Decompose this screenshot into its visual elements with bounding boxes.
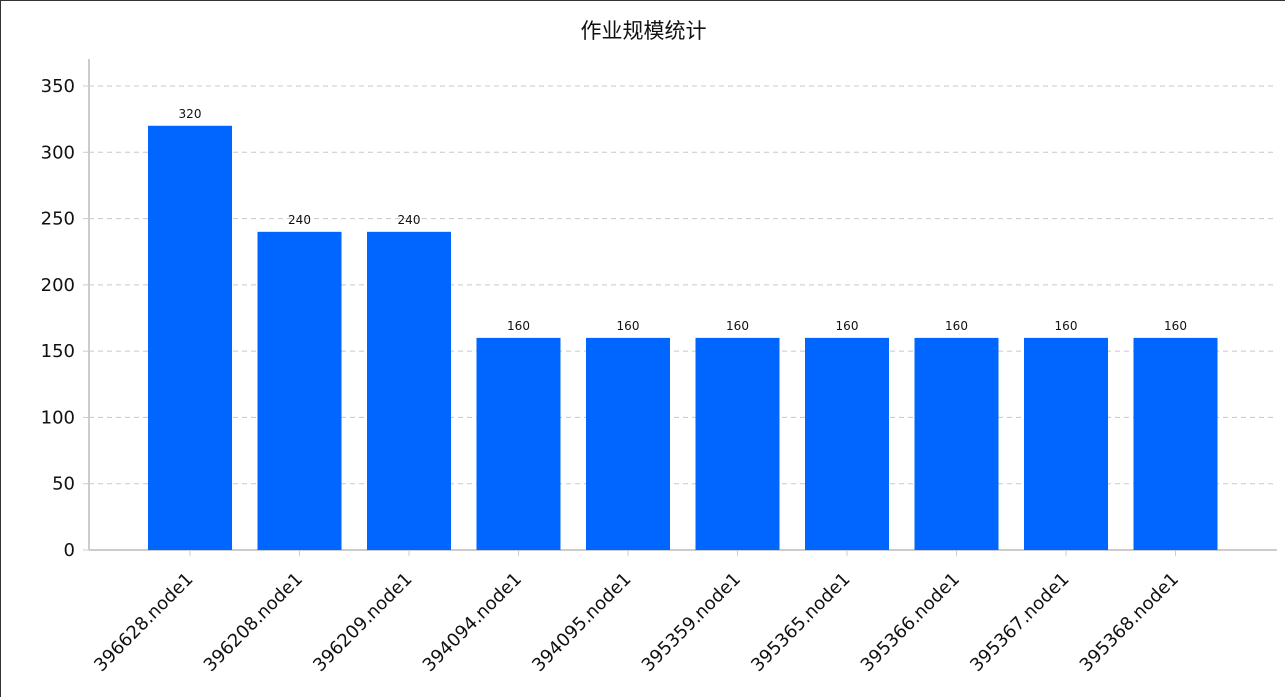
x-tick-label: 394095.node1 [528, 569, 635, 676]
x-tick-label: 395368.node1 [1076, 569, 1183, 676]
y-tick-label: 0 [64, 540, 75, 561]
x-tick-label: 395367.node1 [966, 569, 1073, 676]
data-label: 160 [945, 319, 968, 333]
bar [476, 337, 561, 550]
x-tick-label: 395365.node1 [747, 569, 854, 676]
y-tick-label: 50 [52, 474, 75, 495]
data-label: 160 [836, 319, 859, 333]
data-label: 160 [1164, 319, 1187, 333]
x-tick-label: 395366.node1 [857, 569, 964, 676]
bar [148, 125, 232, 551]
chart-title: 作业规模统计 [580, 19, 707, 43]
bar [367, 231, 451, 551]
bar [805, 337, 889, 550]
y-tick-label: 300 [41, 142, 75, 163]
data-label: 160 [726, 319, 749, 333]
data-label: 240 [288, 213, 311, 227]
bar [695, 337, 780, 550]
data-label: 160 [617, 319, 640, 333]
y-tick-label: 150 [41, 341, 75, 362]
bar [914, 337, 999, 550]
x-tick-label: 395359.node1 [638, 569, 745, 676]
data-label: 160 [507, 319, 530, 333]
x-tick-label: 394094.node1 [419, 569, 526, 676]
data-label: 160 [1055, 319, 1078, 333]
y-tick-label: 350 [41, 76, 75, 97]
bar [1133, 337, 1218, 550]
bar [1024, 337, 1108, 550]
data-label: 240 [398, 213, 421, 227]
y-tick-label: 200 [41, 275, 75, 296]
x-tick-label: 396208.node1 [200, 569, 307, 676]
x-tick-label: 396209.node1 [309, 569, 416, 676]
x-tick-label: 396628.node1 [90, 569, 197, 676]
y-tick-label: 250 [41, 209, 75, 230]
bar [257, 231, 342, 551]
data-label: 320 [179, 107, 202, 121]
bar [586, 337, 670, 550]
y-tick-label: 100 [41, 407, 75, 428]
